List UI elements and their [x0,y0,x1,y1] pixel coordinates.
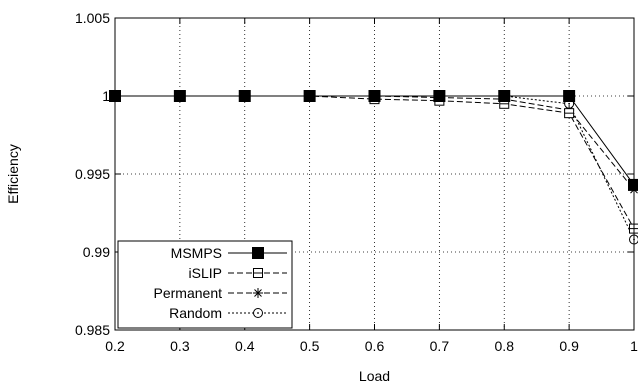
y-tick-label: 0.995 [75,166,110,182]
legend-label: Permanent [154,285,223,301]
y-tick-label: 1.005 [75,10,110,26]
data-point [564,108,575,119]
data-point [368,90,381,102]
x-tick-label: 0.2 [105,338,125,354]
y-axis-title: Efficiency [5,144,21,204]
data-point [173,90,186,102]
series-msmps [109,90,638,191]
tick-labels: 0.2 0.3 0.4 0.5 0.6 0.7 0.8 0.9 1 1.005 1 0.995 0.99… [75,10,638,354]
series-line [115,95,635,240]
series-permanent [110,91,638,195]
data-point [303,90,316,102]
x-tick-label: 0.5 [300,338,320,354]
marker-stroke [254,289,262,297]
data-point [628,178,638,191]
y-tick-label: 0.985 [75,322,110,338]
legend-entry-islip: iSLIP [189,265,287,281]
data-point [498,90,511,102]
data-point [253,288,263,298]
data-point [433,90,446,102]
data-point [252,247,264,259]
x-tick-label: 0.4 [235,338,255,354]
series-group [109,90,638,245]
x-axis-title: Load [359,368,390,384]
legend-entry-random: Random [169,305,287,321]
legend-entry-msmps: MSMPS [171,245,287,261]
plot-frame [114,17,635,331]
x-tick-label: 0.7 [430,338,450,354]
legend-entry-permanent: Permanent [154,285,287,301]
legend: MSMPS iSLIP Permanent Random [117,240,293,329]
y-tick-label: 1 [102,88,110,104]
x-tick-label: 0.9 [559,338,579,354]
x-tick-label: 0.6 [365,338,385,354]
data-point [253,268,263,278]
legend-label: MSMPS [171,245,222,261]
y-tick-label: 0.99 [83,244,110,260]
data-point [238,90,251,102]
marker-dot [568,102,571,105]
data-point [563,90,576,102]
x-tick-label: 1 [630,338,638,354]
x-tick-label: 0.8 [495,338,515,354]
x-tick-label: 0.3 [170,338,190,354]
legend-label: Random [169,305,222,321]
data-point [253,308,263,318]
marker-dot [257,312,259,314]
series-line [115,95,635,186]
legend-label: iSLIP [189,265,222,281]
